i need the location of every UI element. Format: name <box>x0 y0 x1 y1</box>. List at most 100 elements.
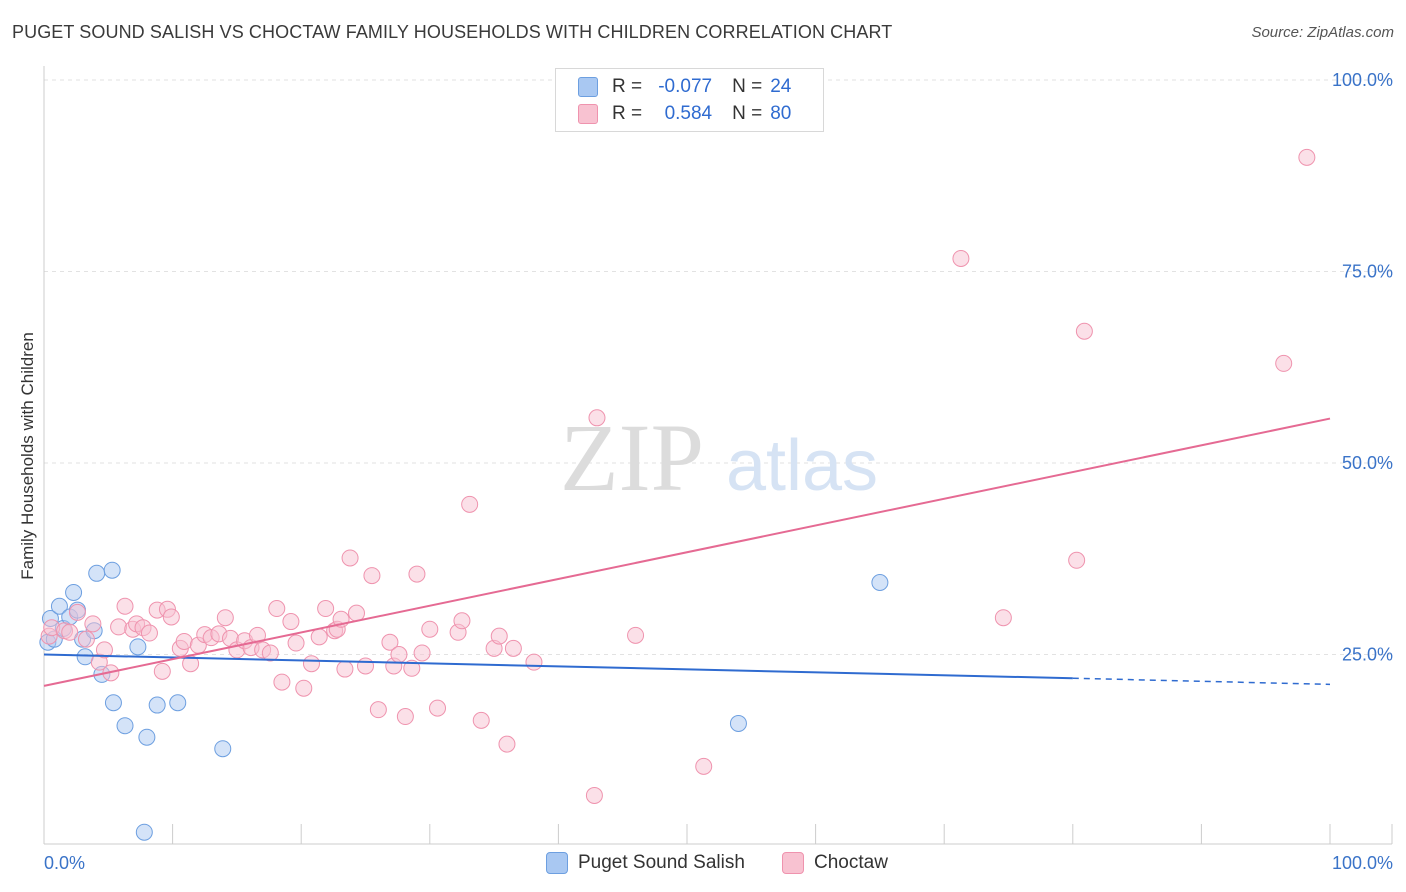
y-tick-label: 75.0% <box>1342 262 1393 282</box>
trend-lines <box>43 417 1331 687</box>
point-choctaw <box>525 653 543 671</box>
legend-item-choctaw[interactable]: Choctaw <box>782 852 888 874</box>
point-choctaw <box>295 679 313 697</box>
point-choctaw <box>453 612 471 630</box>
source-credit: Source: ZipAtlas.com <box>1251 24 1394 41</box>
point-puget-sound-salish <box>129 638 147 656</box>
legend-swatch-puget <box>578 77 598 97</box>
point-choctaw <box>302 655 320 673</box>
point-choctaw <box>585 786 603 804</box>
point-choctaw <box>317 600 335 618</box>
point-puget-sound-salish <box>729 714 747 732</box>
point-choctaw <box>310 628 328 646</box>
point-puget-sound-salish <box>214 740 232 758</box>
point-choctaw <box>369 701 387 719</box>
watermark-zip: ZIP <box>560 404 704 511</box>
point-choctaw <box>153 662 171 680</box>
point-choctaw <box>952 249 970 267</box>
point-choctaw <box>403 659 421 677</box>
point-choctaw <box>336 660 354 678</box>
r-value-puget: -0.077 <box>658 76 713 97</box>
point-choctaw <box>261 644 279 662</box>
point-choctaw <box>390 646 408 663</box>
point-puget-sound-salish <box>65 583 83 601</box>
point-choctaw <box>95 641 113 659</box>
y-tick-label: 100.0% <box>1332 70 1393 90</box>
legend-label-choctaw: Choctaw <box>814 852 888 873</box>
point-choctaw <box>273 673 291 691</box>
point-choctaw <box>216 609 234 627</box>
point-puget-sound-salish <box>103 561 121 579</box>
point-choctaw <box>695 757 713 775</box>
n-value-choctaw: 80 <box>770 103 792 124</box>
point-puget-sound-salish <box>138 728 156 746</box>
n-label: N = <box>732 76 763 97</box>
watermark: ZIP atlas <box>560 404 878 511</box>
trend-extension-puget-sound-salish <box>1072 677 1331 686</box>
point-choctaw <box>357 657 374 675</box>
legend-swatch-choctaw <box>782 852 804 874</box>
y-tick-label: 50.0% <box>1342 453 1393 473</box>
point-choctaw <box>627 626 645 644</box>
point-choctaw <box>461 495 479 513</box>
point-choctaw <box>381 633 399 651</box>
point-choctaw <box>413 644 431 662</box>
point-choctaw <box>396 708 414 726</box>
point-choctaw <box>175 632 193 650</box>
point-choctaw <box>490 627 508 645</box>
n-label: N = <box>732 103 763 124</box>
grid-lines <box>44 79 1392 655</box>
y-tick-label: 25.0% <box>1342 645 1393 665</box>
r-label: R = <box>612 76 643 97</box>
x-tick-label: 100.0% <box>1332 853 1393 873</box>
point-puget-sound-salish <box>135 823 153 841</box>
point-puget-sound-salish <box>148 696 166 714</box>
point-puget-sound-salish <box>50 597 68 615</box>
point-choctaw <box>84 615 102 633</box>
point-choctaw <box>341 549 359 567</box>
legend-swatch-puget <box>546 852 568 874</box>
point-choctaw <box>472 711 490 729</box>
point-choctaw <box>504 639 522 657</box>
point-choctaw <box>408 565 426 583</box>
point-choctaw <box>498 735 516 753</box>
point-choctaw <box>347 604 365 622</box>
point-puget-sound-salish <box>169 694 187 712</box>
point-puget-sound-salish <box>76 648 94 666</box>
point-puget-sound-salish <box>871 573 889 591</box>
n-value-puget: 24 <box>770 76 792 97</box>
point-choctaw <box>140 624 158 642</box>
legend-row-choctaw: R = 0.584 N = 80 <box>578 102 791 126</box>
point-choctaw <box>1275 354 1293 372</box>
chart-title: PUGET SOUND SALISH VS CHOCTAW FAMILY HOU… <box>12 22 893 42</box>
r-value-choctaw: 0.584 <box>664 103 713 124</box>
legend-item-puget[interactable]: Puget Sound Salish <box>546 852 745 874</box>
trend-line-choctaw <box>43 417 1331 687</box>
watermark-atlas: atlas <box>726 426 878 506</box>
point-choctaw <box>421 620 439 638</box>
point-puget-sound-salish <box>116 717 134 735</box>
correlation-legend: R = -0.077 N = 24 R = 0.584 N = 80 <box>555 68 824 132</box>
point-choctaw <box>1075 322 1093 340</box>
legend-row-puget: R = -0.077 N = 24 <box>578 75 791 99</box>
point-choctaw <box>268 600 286 618</box>
legend-label-puget: Puget Sound Salish <box>578 852 745 873</box>
x-tick-label: 0.0% <box>44 853 85 873</box>
legend-swatch-choctaw <box>578 104 598 124</box>
trend-line-puget-sound-salish <box>43 653 1073 680</box>
point-choctaw <box>994 609 1012 627</box>
tick-labels: 25.0% 50.0% 75.0% 100.0% 0.0% 100.0% <box>44 70 1393 873</box>
point-choctaw <box>162 608 180 626</box>
point-choctaw <box>110 618 128 636</box>
point-choctaw <box>287 634 305 652</box>
point-choctaw <box>1298 148 1316 166</box>
point-choctaw <box>116 597 134 615</box>
point-choctaw <box>588 409 606 427</box>
point-puget-sound-salish <box>104 694 122 712</box>
point-choctaw <box>77 630 95 648</box>
point-choctaw <box>61 623 79 641</box>
point-choctaw <box>429 699 447 717</box>
point-choctaw <box>363 567 381 585</box>
point-choctaw <box>1068 551 1086 569</box>
